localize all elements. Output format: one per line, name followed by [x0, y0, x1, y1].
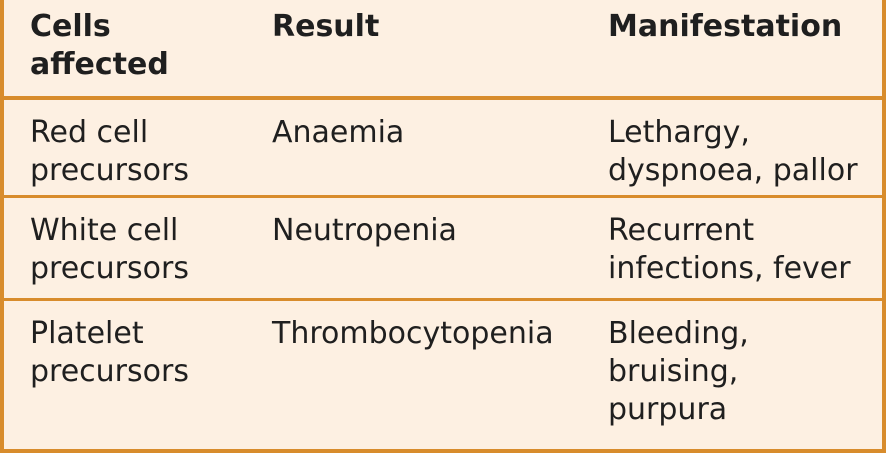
table-row: White cell precursors Neutropenia Recurr…	[4, 196, 882, 299]
bone-marrow-failure-table: Cells affected Result Manifestation Red …	[4, 0, 882, 441]
cell-text: Lethargy,	[608, 115, 750, 150]
cell-manifestation: Bleeding, bruising, purpura	[580, 299, 882, 441]
header-cells-affected: Cells affected	[4, 0, 244, 98]
header-manifestation: Manifestation	[580, 0, 882, 98]
cell-text: White cell	[30, 212, 179, 248]
cell-text: precursors	[30, 250, 189, 286]
cell-result: Thrombocytopenia	[244, 299, 580, 441]
cell-result: Anaemia	[244, 98, 580, 196]
header-manifestation-label: Manifestation	[608, 9, 843, 44]
header-result-label: Result	[272, 9, 380, 44]
cell-text: Red cell	[30, 115, 149, 150]
cell-text: Neutropenia	[272, 212, 457, 248]
cell-text: dyspnoea, pallor	[608, 153, 858, 188]
cell-cells-affected: Red cell precursors	[4, 98, 244, 196]
cell-text: precursors	[30, 153, 189, 188]
cell-cells-affected: White cell precursors	[4, 196, 244, 299]
cell-text: precursors	[30, 353, 189, 389]
table-header-row: Cells affected Result Manifestation	[4, 0, 882, 98]
cell-text: purpura	[608, 391, 728, 427]
cell-text: Platelet	[30, 315, 144, 351]
header-result: Result	[244, 0, 580, 98]
cell-text: Recurrent	[608, 212, 755, 248]
header-cells-affected-line-2: affected	[30, 47, 169, 82]
cell-manifestation: Lethargy, dyspnoea, pallor	[580, 98, 882, 196]
table-row: Red cell precursors Anaemia Lethargy, dy…	[4, 98, 882, 196]
cell-text: infections, fever	[608, 250, 851, 286]
cell-text: bruising,	[608, 353, 739, 389]
cell-text: Thrombocytopenia	[272, 315, 554, 351]
cell-cells-affected: Platelet precursors	[4, 299, 244, 441]
cell-manifestation: Recurrent infections, fever	[580, 196, 882, 299]
cell-result: Neutropenia	[244, 196, 580, 299]
cell-text: Bleeding,	[608, 315, 749, 351]
table-row: Platelet precursors Thrombocytopenia Ble…	[4, 299, 882, 441]
header-cells-affected-line-1: Cells	[30, 9, 111, 44]
cell-text: Anaemia	[272, 115, 405, 150]
